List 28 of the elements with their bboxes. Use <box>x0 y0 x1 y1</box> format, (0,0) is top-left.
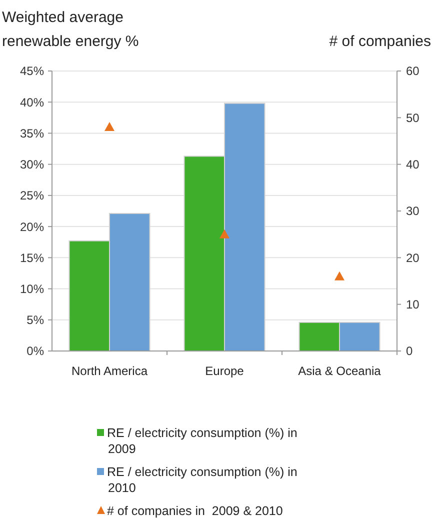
y-tick-label: 35% <box>20 126 44 140</box>
point <box>334 271 344 280</box>
y2-axis-title: # of companies <box>329 33 431 50</box>
y-tick-label: 0% <box>26 344 44 358</box>
point <box>104 122 114 131</box>
y2-tick-label: 50 <box>406 110 420 125</box>
y-tick-label: 30% <box>20 158 44 172</box>
y-tick-label: 25% <box>20 188 44 203</box>
x-tick-label: Europe <box>205 364 244 378</box>
y-tick-label: 10% <box>20 282 44 296</box>
y-tick-label: 20% <box>20 220 44 234</box>
y2-tick-label: 0 <box>406 344 413 358</box>
y2-tick-label: 20 <box>406 250 420 265</box>
y-tick-label: 45% <box>20 64 44 78</box>
y2-tick-label: 10 <box>406 298 420 312</box>
x-tick-label: North America <box>71 364 148 378</box>
y2-tick-label: 60 <box>406 64 420 78</box>
legend-label: RE / electricity consumption (%) in 2010 <box>107 465 298 495</box>
point <box>220 229 230 238</box>
y-tick-label: 5% <box>26 313 44 328</box>
x-tick-label: Asia & Oceania <box>298 364 382 378</box>
y-tick-label: 15% <box>20 250 44 265</box>
legend-label: RE / electricity consumption (%) in 2009 <box>107 426 298 456</box>
y-tick-label: 40% <box>20 95 44 110</box>
y-axis-title: Weighted average renewable energy % <box>2 9 139 50</box>
y2-tick-label: 30 <box>406 204 420 218</box>
y2-tick-label: 40 <box>406 158 420 172</box>
legend-label: # of companies in 2009 & 2010 <box>107 504 283 518</box>
